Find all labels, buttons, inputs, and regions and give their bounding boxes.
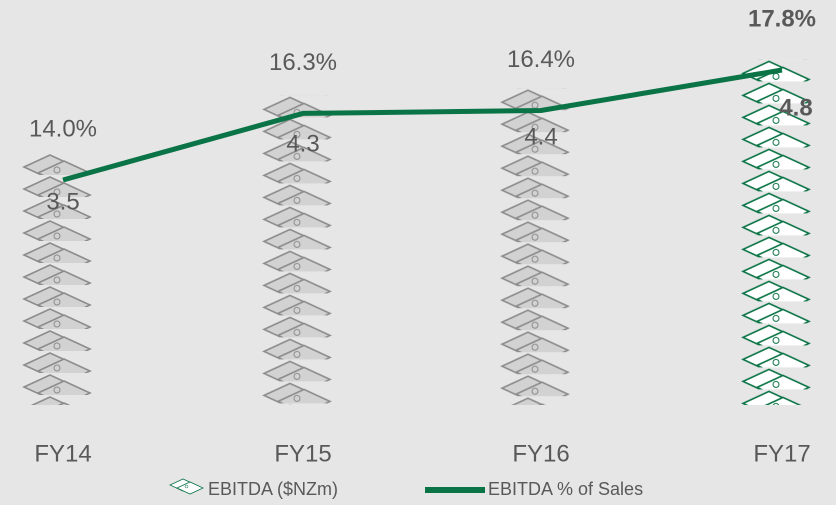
x-tick-label: FY17 [753, 440, 810, 467]
line-value-label: 16.4% [507, 46, 575, 73]
bar-value-label: 3.5 [46, 188, 79, 215]
x-tick-label: FY14 [34, 440, 91, 467]
line-value-label: 16.3% [269, 49, 337, 76]
line-value-label: 14.0% [29, 115, 97, 142]
legend-swatch [425, 487, 485, 493]
x-tick-label: FY15 [274, 440, 331, 467]
line-value-label: 17.8% [748, 5, 816, 32]
bar-value-label: 4.8 [779, 95, 812, 122]
bar-value-label: 4.3 [286, 131, 319, 158]
legend-label: EBITDA % of Sales [488, 479, 643, 499]
line [63, 70, 782, 180]
chart: 3.5 FY14 4.3 FY15 4.4 FY16 4.8 FY17 14.0% 16.3% 16… [0, 0, 836, 505]
legend-label: EBITDA ($NZm) [208, 479, 338, 499]
x-tick-label: FY16 [512, 440, 569, 467]
bar-value-label: 4.4 [524, 124, 557, 151]
legend-icon [170, 479, 203, 494]
legend: EBITDA ($NZm) EBITDA % of Sales [170, 479, 643, 499]
